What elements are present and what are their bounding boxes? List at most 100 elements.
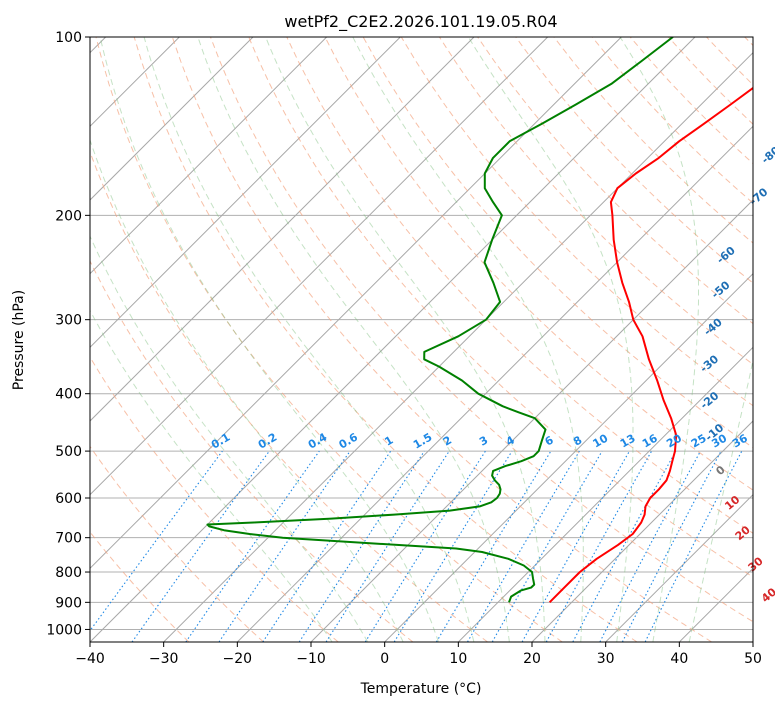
dry-adiabat-line [400, 37, 753, 407]
mixing-ratio-line [218, 450, 351, 642]
moist-adiabat-line [99, 37, 439, 642]
dry-adiabat-label: -20 [698, 389, 722, 412]
mixing-ratio-label: 8 [571, 434, 584, 449]
moist-adiabat-line [143, 37, 475, 642]
mixing-ratio-label: 20 [664, 431, 684, 450]
mixing-ratio-label: 1 [382, 434, 395, 449]
chart-series [206, 37, 753, 604]
series-clipped [206, 37, 753, 604]
mixing-ratio-line [90, 450, 223, 632]
moist-adiabat-line [90, 138, 404, 642]
mixing-ratio-line [131, 450, 270, 642]
moist-adiabat-line [265, 37, 546, 642]
dewpoint-profile-line [206, 37, 674, 603]
dry-adiabat-line [438, 37, 753, 366]
moist-adiabat-line [688, 358, 753, 642]
y-tick-label: 900 [55, 595, 82, 611]
mixing-ratio-label: 0.2 [256, 431, 279, 452]
temperature-profile-line [548, 86, 753, 604]
y-tick-label: 500 [55, 444, 82, 460]
y-tick-label: 700 [55, 531, 82, 547]
y-tick-label: 100 [55, 30, 82, 46]
dry-adiabat-line [90, 150, 488, 642]
mixing-ratio-line [545, 450, 653, 642]
mixing-ratio-line [185, 450, 320, 642]
isotherm-line [90, 37, 254, 201]
isotherm-line [90, 37, 622, 570]
x-tick-label: 20 [523, 651, 541, 667]
x-axis-title: Temperature (°C) [360, 681, 482, 697]
isotherm-line [752, 641, 753, 642]
mixing-ratio-line [644, 450, 743, 642]
dry-adiabat-label: 40 [759, 585, 775, 605]
mixing-ratio-line [325, 450, 450, 642]
mixing-ratio-line [393, 450, 513, 642]
x-tick-label: −30 [149, 651, 179, 667]
mixing-ratio-label: 10 [591, 431, 611, 450]
mixing-ratio-label: 36 [730, 431, 750, 450]
y-axis-title: Pressure (hPa) [11, 290, 27, 390]
mixing-ratio-label: 6 [543, 433, 556, 448]
dry-adiabat-label: 30 [746, 554, 766, 574]
y-tick-label: 400 [55, 387, 82, 403]
chart-axis-ticks: −40 −30 −20 −10 0 10 20 30 40 5010020030040050060… [46, 30, 762, 667]
x-tick-label: 50 [744, 651, 762, 667]
isotherm-line [90, 37, 696, 642]
mixing-ratio-line [298, 450, 425, 642]
mixing-ratio-label: 3 [477, 434, 490, 449]
isotherm-line [605, 493, 753, 642]
mixing-ratio-line [262, 450, 392, 642]
x-tick-label: −20 [223, 651, 253, 667]
isotherm-line [457, 346, 753, 642]
y-tick-label: 600 [55, 491, 82, 507]
x-tick-label: −40 [75, 651, 105, 667]
isotherm-line [90, 37, 328, 275]
dry-adiabat-line [756, 10, 775, 642]
dry-adiabat-line [515, 37, 753, 284]
plot-frame [89, 36, 754, 643]
moist-adiabat-line [90, 235, 369, 642]
mixing-ratio-label: 4 [504, 433, 517, 448]
dry-adiabat-line [591, 37, 753, 204]
mixing-ratio-label: 13 [618, 432, 638, 451]
mixing-ratio-line [572, 450, 677, 642]
dry-adiabat-label: -30 [698, 352, 722, 375]
y-tick-label: 800 [55, 565, 82, 581]
x-tick-label: 30 [597, 651, 615, 667]
isotherm-line [384, 272, 753, 642]
chart-grid [90, 10, 775, 642]
y-tick-label: 300 [55, 313, 82, 329]
isotherm-line [531, 420, 753, 642]
dry-adiabat-label: -70 [747, 185, 771, 208]
moist-adiabat-line [619, 37, 699, 642]
moist-adiabat-line [352, 37, 584, 642]
isotherm-line [678, 567, 753, 642]
isotherm-line [310, 199, 753, 642]
y-tick-label: 1000 [46, 622, 82, 638]
dry-adiabat-line [209, 37, 753, 623]
dry-adiabat-line [90, 531, 190, 642]
grid-clipped [90, 10, 775, 642]
dry-adiabat-line [629, 37, 753, 165]
dry-adiabat-line [90, 445, 264, 642]
dry-adiabat-label: 0 [713, 463, 727, 478]
dry-adiabat-label: -60 [714, 244, 738, 267]
isotherm-line [236, 125, 753, 642]
moist-adiabat-line [197, 37, 510, 642]
mixing-ratio-label: 2 [441, 434, 454, 449]
chart-title: wetPf2_C2E2.2026.101.19.05.R04 [284, 12, 557, 32]
dry-adiabat-label: -40 [701, 315, 725, 338]
x-tick-label: −10 [296, 651, 326, 667]
x-tick-label: 40 [670, 651, 688, 667]
dry-adiabat-line [553, 37, 753, 244]
x-tick-label: 0 [380, 651, 389, 667]
dry-adiabat-label: 10 [722, 493, 742, 513]
dry-adiabat-line [133, 37, 638, 642]
dry-adiabat-line [95, 37, 563, 642]
mixing-ratio-label: 16 [640, 431, 660, 450]
dry-adiabat-line [90, 259, 414, 642]
x-tick-label: 10 [449, 651, 467, 667]
dry-adiabat-line [744, 37, 753, 47]
mixing-ratio-label: 0.4 [306, 430, 330, 451]
